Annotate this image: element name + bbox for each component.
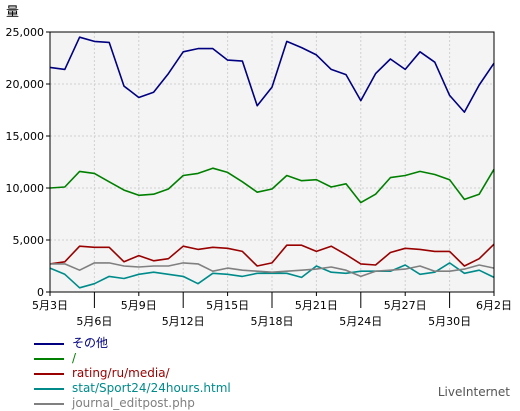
series-line xyxy=(49,167,495,204)
x-tick-label: 5月6日 xyxy=(76,315,112,328)
legend-swatch xyxy=(34,372,64,375)
x-axis-ticks: 5月3日 5月6日 5月9日 5月12日5月15日5月18日5月21日5月24日5月2… xyxy=(32,292,512,328)
legend-swatch xyxy=(34,387,64,390)
y-tick-label: 15,000 xyxy=(6,130,45,143)
legend-swatch xyxy=(34,402,64,405)
y-axis-label: 量 xyxy=(6,5,19,20)
legend: その他 / rating/ru/media/stat/Sport24/24hours… xyxy=(34,336,231,411)
legend-item: その他 xyxy=(34,336,231,351)
legend-item: journal_editpost.php xyxy=(34,396,231,411)
series-line xyxy=(49,262,495,289)
x-tick-label: 5月21日 xyxy=(295,299,338,312)
x-tick-label: 5月15日 xyxy=(206,299,249,312)
legend-label: stat/Sport24/24hours.html xyxy=(72,381,231,395)
brand-label: LiveInternet xyxy=(437,385,510,399)
y-tick-label: 25,000 xyxy=(6,26,45,39)
legend-label: rating/ru/media/ xyxy=(72,366,170,380)
legend-item: / xyxy=(34,351,231,366)
x-tick-label: 5月27日 xyxy=(384,299,427,312)
y-axis-ticks: 0 5,000 10,000 15,000 20,000 25,000 xyxy=(6,26,50,299)
plot-frame xyxy=(49,31,495,293)
legend-label: / xyxy=(72,351,77,365)
y-tick-label: 5,000 xyxy=(13,234,45,247)
legend-label: その他 xyxy=(72,336,109,350)
x-tick-label: 5月12日 xyxy=(162,315,205,328)
x-tick-label: 5月9日 xyxy=(121,299,157,312)
series-line xyxy=(50,262,495,278)
legend-label: journal_editpost.php xyxy=(72,396,195,410)
y-tick-label: 20,000 xyxy=(6,78,45,91)
series-line xyxy=(49,243,495,267)
series-lines xyxy=(49,36,495,289)
y-tick-label: 0 xyxy=(37,286,44,299)
series-line xyxy=(49,36,495,113)
legend-swatch xyxy=(34,357,64,360)
legend-item: rating/ru/media/ xyxy=(34,366,231,381)
legend-swatch xyxy=(34,342,64,345)
y-tick-label: 10,000 xyxy=(6,182,45,195)
x-tick-label: 5月3日 xyxy=(32,299,68,312)
x-tick-label: 5月24日 xyxy=(339,315,382,328)
line-chart: 量 0 5,000 10,000 15,000 20,000 25,000 5月3日 5月6… xyxy=(6,5,513,328)
legend-item: stat/Sport24/24hours.html xyxy=(34,381,231,396)
x-tick-label: 5月18日 xyxy=(251,315,294,328)
x-tick-label: 5月30日 xyxy=(428,315,471,328)
x-tick-label: 6月2日 xyxy=(476,299,512,312)
